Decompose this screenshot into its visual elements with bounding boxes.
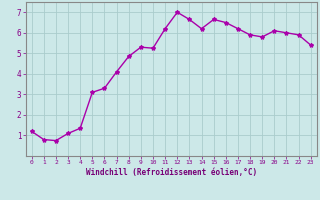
X-axis label: Windchill (Refroidissement éolien,°C): Windchill (Refroidissement éolien,°C): [86, 168, 257, 177]
